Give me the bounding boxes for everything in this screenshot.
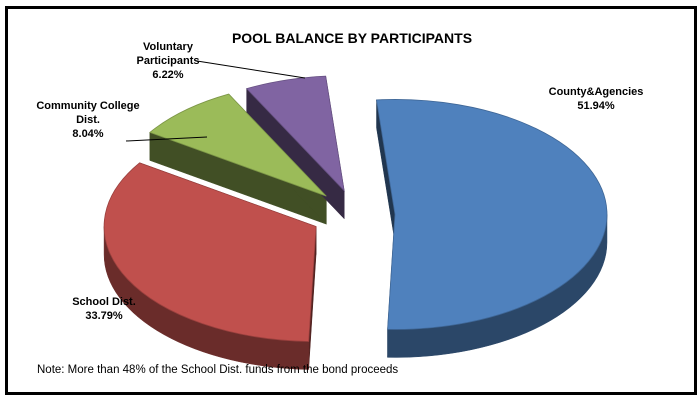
pie-slice-school-dist-	[103, 162, 317, 342]
leader-line-community-college-dist-	[125, 136, 208, 142]
leader-lines	[125, 60, 306, 142]
leader-line-voluntary-participants	[196, 60, 306, 79]
pie-slice-county-agencies	[376, 99, 608, 330]
slice-labels: County&Agencies 51.94% School Dist. 33.79% C…	[36, 41, 643, 322]
slice-label-school-dist-: School Dist. 33.79%	[72, 296, 136, 322]
chart-note: Note: More than 48% of the School Dist. …	[37, 364, 398, 376]
slice-label-community-college-dist-: Community College Dist. 8.04%	[36, 100, 139, 140]
pie-slice-voluntary-participants	[245, 75, 345, 192]
slice-label-county-agencies: County&Agencies 51.94%	[549, 86, 644, 112]
pie-top-faces	[103, 75, 608, 342]
chart-title: POOL BALANCE BY PARTICIPANTS	[232, 30, 472, 46]
slice-label-voluntary-participants: Voluntary Participants 6.22%	[137, 41, 200, 81]
pie-slice-community-college-dist-	[149, 93, 327, 197]
